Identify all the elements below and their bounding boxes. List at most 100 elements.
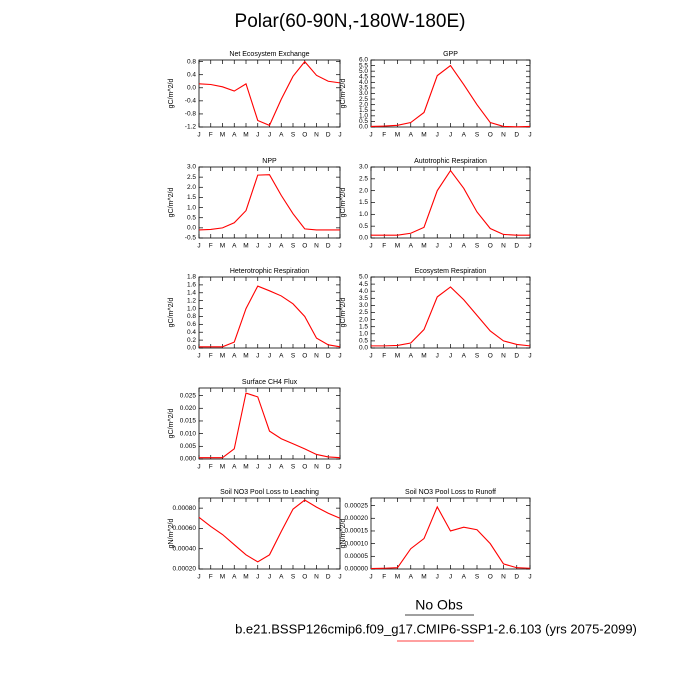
x-tick-label: M [395, 574, 400, 581]
plot-frame [198, 166, 341, 239]
x-tick-label: J [436, 353, 439, 360]
x-tick-label: M [421, 353, 426, 360]
x-tick-label: N [314, 574, 319, 581]
y-tick-label: 5.5 [359, 62, 368, 69]
y-tick-label: 0.0 [359, 235, 368, 242]
y-tick-label: 0.5 [187, 214, 196, 221]
y-tick-label: 0.8 [187, 58, 196, 65]
y-axis-label: gC/m^2/d [168, 409, 175, 439]
y-tick-label: 0.015 [180, 418, 197, 425]
x-tick-label: N [314, 353, 319, 360]
data-line [198, 499, 341, 563]
x-tick-label: J [436, 243, 439, 250]
data-line [198, 174, 340, 231]
x-tick-label: S [291, 243, 296, 250]
y-tick-label: 0.0 [187, 84, 196, 91]
data-line [371, 286, 531, 347]
x-tick-label: M [243, 132, 248, 139]
x-tick-label: M [220, 574, 225, 581]
x-tick-label: J [256, 243, 259, 250]
y-tick-label: 0.00015 [345, 528, 369, 535]
x-tick-label: J [436, 574, 439, 581]
x-tick-label: A [409, 243, 414, 250]
x-tick-label: A [462, 574, 467, 581]
panel-title: Ecosystem Respiration [415, 268, 487, 275]
y-tick-label: 1.0 [359, 331, 368, 338]
y-tick-label: 2.5 [359, 96, 368, 103]
x-tick-label: J [197, 132, 200, 139]
x-tick-label: D [514, 243, 519, 250]
x-tick-label: J [197, 353, 200, 360]
data-line [199, 285, 341, 348]
x-tick-label: M [243, 464, 248, 471]
panel-title: GPP [443, 51, 458, 58]
x-tick-label: J [338, 132, 341, 139]
x-tick-label: J [197, 243, 200, 250]
x-tick-label: A [232, 243, 237, 250]
x-tick-label: D [326, 574, 331, 581]
obs-note: No Obs [415, 597, 462, 613]
x-tick-label: A [279, 464, 284, 471]
x-tick-label: J [369, 574, 372, 581]
x-tick-label: M [395, 132, 400, 139]
panel-title: NPP [262, 158, 277, 165]
x-tick-label: F [209, 574, 213, 581]
y-tick-label: 5.0 [359, 274, 368, 281]
y-tick-label: 4.5 [359, 281, 368, 288]
y-tick-label: 3.0 [359, 164, 368, 171]
y-tick-label: 1.8 [187, 274, 196, 281]
x-tick-label: D [514, 574, 519, 581]
y-tick-label: -0.5 [185, 235, 197, 242]
x-tick-label: J [256, 574, 259, 581]
x-tick-label: J [268, 574, 271, 581]
y-tick-label: 4.0 [359, 79, 368, 86]
y-axis-label: gC/m^2/d [168, 79, 175, 109]
x-tick-label: O [302, 243, 307, 250]
y-tick-label: 0.0 [187, 345, 196, 352]
x-tick-label: J [256, 132, 259, 139]
y-tick-label: 1.5 [359, 107, 368, 114]
x-tick-label: F [382, 574, 386, 581]
y-tick-label: -0.4 [185, 98, 197, 105]
x-tick-label: O [488, 243, 493, 250]
x-tick-label: A [462, 243, 467, 250]
x-tick-label: J [256, 464, 259, 471]
x-tick-label: J [338, 574, 341, 581]
x-tick-label: A [409, 574, 414, 581]
x-tick-label: M [421, 243, 426, 250]
x-tick-label: S [291, 464, 296, 471]
y-axis-label: gC/m^2/d [340, 79, 347, 109]
y-tick-label: 1.0 [187, 204, 196, 211]
y-tick-label: 1.0 [359, 113, 368, 120]
y-tick-label: 2.0 [359, 101, 368, 108]
x-tick-label: J [197, 574, 200, 581]
y-tick-label: 0.00020 [173, 566, 197, 573]
y-axis-label: gC/m^2/d [340, 188, 347, 218]
y-tick-label: -1.2 [185, 124, 197, 131]
y-tick-label: 3.0 [187, 164, 196, 171]
x-tick-label: N [501, 132, 506, 139]
y-tick-label: 4.0 [359, 288, 368, 295]
x-tick-label: S [475, 132, 480, 139]
y-axis-label: gC/m^2/d [340, 298, 347, 328]
x-tick-label: M [220, 464, 225, 471]
x-tick-label: F [382, 243, 386, 250]
x-tick-label: M [395, 243, 400, 250]
x-tick-label: J [528, 243, 531, 250]
x-tick-label: A [409, 353, 414, 360]
y-tick-label: 0.020 [180, 405, 197, 412]
y-tick-label: 1.5 [359, 323, 368, 330]
panel-title: Surface CH4 Flux [242, 379, 298, 386]
x-tick-label: F [209, 132, 213, 139]
panel-title: Heterotrophic Respiration [230, 268, 309, 275]
y-axis-label: gN/m^2/d [340, 519, 347, 549]
y-tick-label: 1.4 [187, 289, 196, 296]
y-tick-label: 2.0 [187, 184, 196, 191]
x-tick-label: F [209, 353, 213, 360]
x-tick-label: O [302, 464, 307, 471]
panel-title: Soil NO3 Pool Loss to Leaching [220, 489, 319, 496]
x-tick-label: O [302, 353, 307, 360]
x-tick-label: M [220, 132, 225, 139]
x-tick-label: S [291, 132, 296, 139]
x-tick-label: D [514, 353, 519, 360]
